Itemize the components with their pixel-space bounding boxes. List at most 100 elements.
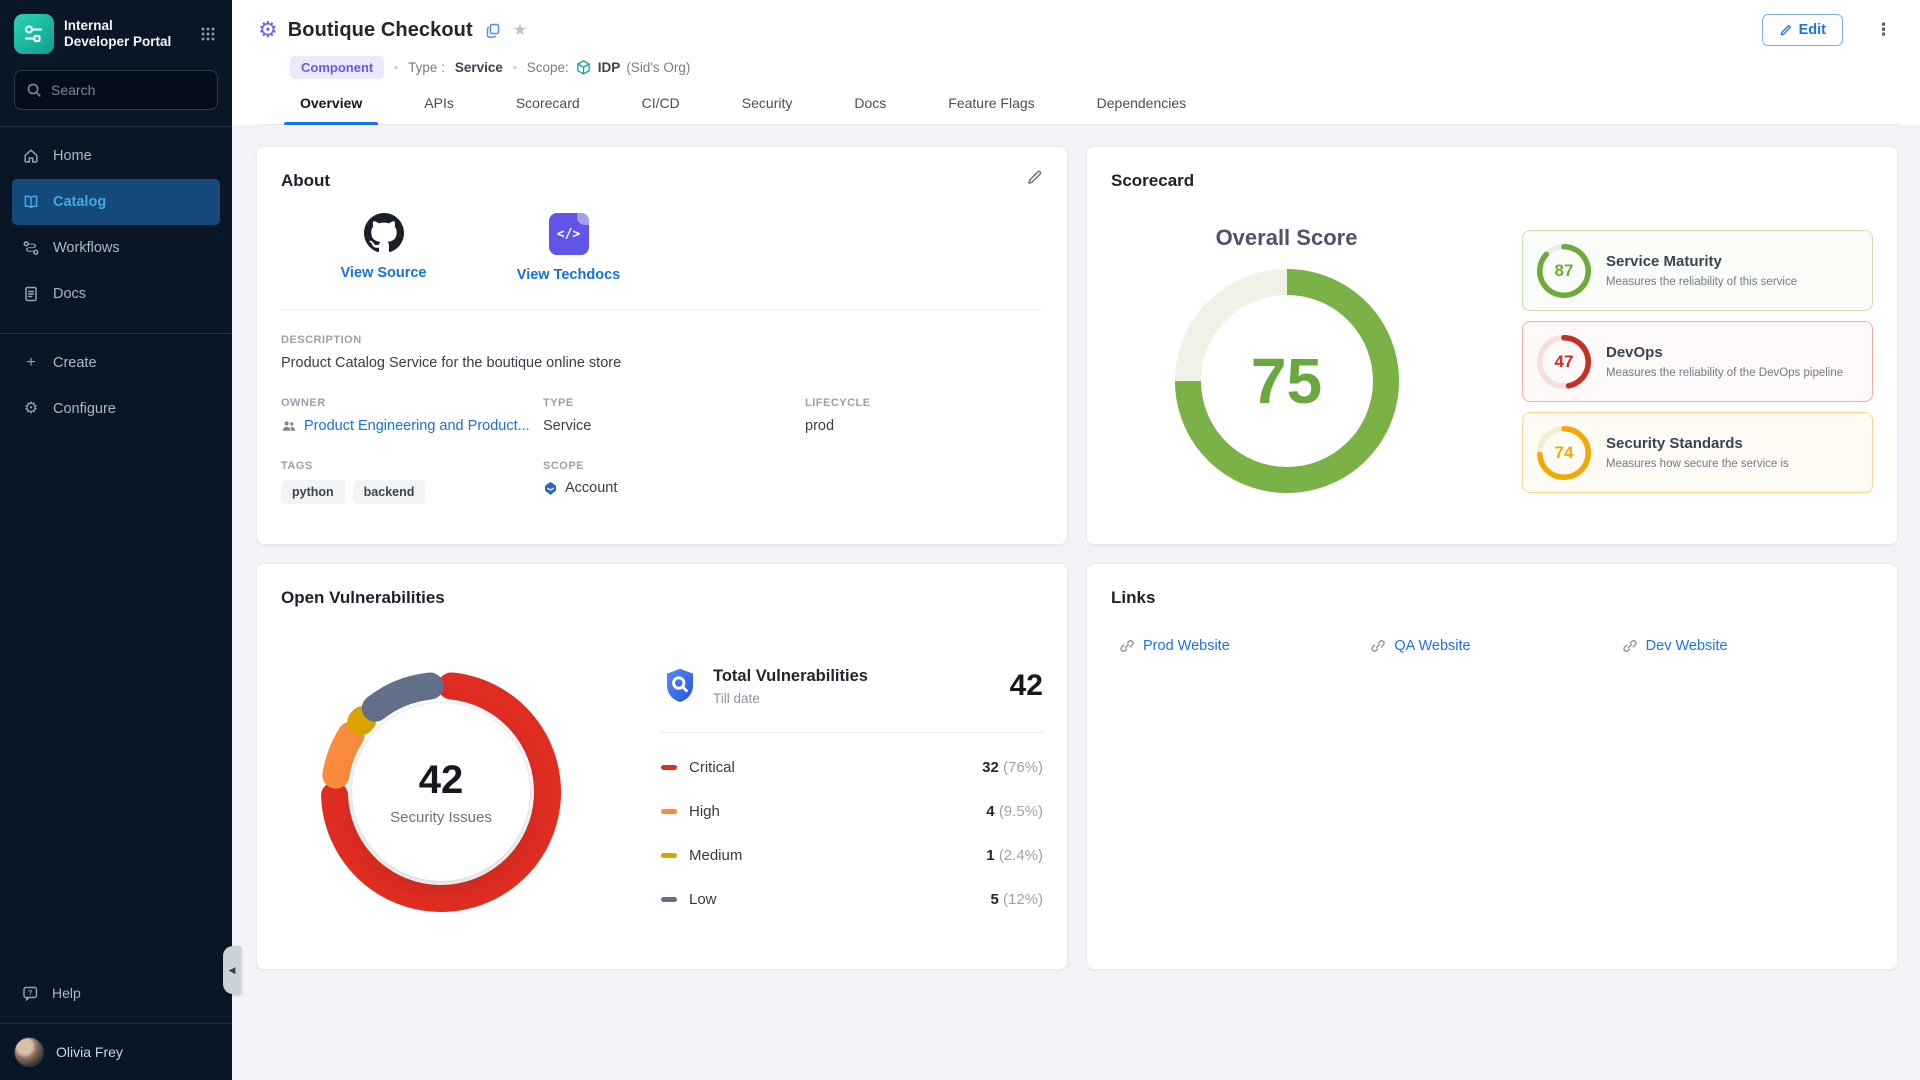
till-date-subtitle: Till date bbox=[713, 691, 996, 706]
sidebar-nav: Home Catalog Workflows bbox=[0, 133, 232, 317]
severity-row-medium: Medium 1 (2.4%) bbox=[661, 833, 1043, 877]
score-description: Measures the reliability of the DevOps p… bbox=[1606, 367, 1843, 379]
link-chain-icon bbox=[1119, 638, 1135, 654]
tab-scorecard[interactable]: Scorecard bbox=[500, 95, 596, 124]
sidebar-item-catalog[interactable]: Catalog bbox=[12, 179, 220, 225]
github-icon bbox=[364, 213, 404, 253]
scorecard-title: Scorecard bbox=[1111, 171, 1873, 191]
links-card: Links Prod Website bbox=[1086, 563, 1898, 970]
sidebar-item-create[interactable]: + Create bbox=[12, 340, 220, 386]
lifecycle-value: prod bbox=[805, 418, 1043, 434]
help-chat-icon: ? bbox=[22, 985, 39, 1002]
score-box-security-standards[interactable]: 74 Security Standards Measures how secur… bbox=[1522, 412, 1873, 493]
search-input[interactable] bbox=[51, 82, 206, 98]
tab-apis[interactable]: APIs bbox=[408, 95, 470, 124]
sidebar-item-label: Create bbox=[53, 355, 97, 371]
account-scope-icon bbox=[543, 481, 558, 496]
link-dev-website[interactable]: Dev Website bbox=[1622, 638, 1873, 654]
entity-header: ⚙ Boutique Checkout ★ Edit bbox=[232, 0, 1920, 125]
sidebar-item-configure[interactable]: ⚙ Configure bbox=[12, 386, 220, 432]
link-label: QA Website bbox=[1394, 638, 1470, 654]
tab-dependencies[interactable]: Dependencies bbox=[1081, 95, 1203, 124]
severity-row-high: High 4 (9.5%) bbox=[661, 789, 1043, 833]
gear-icon: ⚙ bbox=[22, 401, 40, 417]
score-name: Security Standards bbox=[1606, 435, 1789, 452]
type-value: Service bbox=[455, 60, 503, 75]
sidebar-divider bbox=[0, 126, 232, 127]
view-techdocs-link[interactable]: </> View Techdocs bbox=[496, 213, 641, 283]
tab-overview[interactable]: Overview bbox=[284, 95, 378, 124]
tab-docs[interactable]: Docs bbox=[838, 95, 902, 124]
sidebar-collapse-handle[interactable]: ◀ bbox=[223, 946, 241, 994]
view-source-link[interactable]: View Source bbox=[311, 213, 456, 283]
score-box-service-maturity[interactable]: 87 Service Maturity Measures the reliabi… bbox=[1522, 230, 1873, 311]
score-box-devops[interactable]: 47 DevOps Measures the reliability of th… bbox=[1522, 321, 1873, 402]
sidebar-item-workflows[interactable]: Workflows bbox=[12, 225, 220, 271]
sidebar-item-home[interactable]: Home bbox=[12, 133, 220, 179]
component-gear-icon: ⚙ bbox=[258, 19, 278, 41]
sidebar-item-label: Workflows bbox=[53, 240, 120, 256]
scope-value: Account bbox=[543, 480, 805, 496]
owner-link[interactable]: Product Engineering and Product... bbox=[281, 418, 543, 434]
header-actions: Edit ⋮ bbox=[1762, 14, 1898, 46]
group-icon bbox=[281, 418, 297, 434]
user-menu[interactable]: Olivia Frey bbox=[0, 1024, 232, 1080]
idp-logo-icon bbox=[14, 14, 54, 54]
sidebar: Internal Developer Portal bbox=[0, 0, 232, 1080]
vulnerabilities-card: Open Vulnerabilities 42 Security Issues bbox=[256, 563, 1068, 970]
about-meta-grid: OWNER Product Engineering and Product... bbox=[281, 397, 1043, 504]
tag-chip[interactable]: python bbox=[281, 480, 345, 504]
user-name: Olivia Frey bbox=[56, 1044, 123, 1060]
total-vulnerabilities-title: Total Vulnerabilities bbox=[713, 667, 996, 686]
link-prod-website[interactable]: Prod Website bbox=[1119, 638, 1370, 654]
tab-feature-flags[interactable]: Feature Flags bbox=[932, 95, 1050, 124]
link-qa-website[interactable]: QA Website bbox=[1370, 638, 1621, 654]
sidebar-item-label: Catalog bbox=[53, 194, 106, 210]
sidebar-footer: ? Help Olivia Frey bbox=[0, 971, 232, 1080]
apps-grid-icon[interactable] bbox=[198, 24, 218, 44]
tab-security[interactable]: Security bbox=[726, 95, 809, 124]
page-title: Boutique Checkout bbox=[288, 19, 473, 42]
favorite-star-icon[interactable]: ★ bbox=[513, 20, 527, 40]
copy-icon[interactable] bbox=[485, 22, 501, 38]
app-title: Internal Developer Portal bbox=[64, 18, 198, 50]
vulnerabilities-body: 42 Security Issues bbox=[281, 608, 1043, 921]
shield-search-icon bbox=[661, 666, 699, 706]
vulnerabilities-title: Open Vulnerabilities bbox=[281, 588, 1043, 608]
plus-icon: + bbox=[22, 355, 40, 371]
security-issues-label: Security Issues bbox=[390, 809, 492, 826]
app-root: Internal Developer Portal bbox=[0, 0, 1920, 1080]
link-label: Dev Website bbox=[1646, 638, 1728, 654]
main-area: ⚙ Boutique Checkout ★ Edit bbox=[232, 0, 1920, 1080]
tag-chip[interactable]: backend bbox=[353, 480, 426, 504]
lifecycle-field: LIFECYCLE prod bbox=[805, 397, 1043, 434]
description-value: Product Catalog Service for the boutique… bbox=[281, 355, 1043, 371]
score-description: Measures how secure the service is bbox=[1606, 458, 1789, 470]
edit-button[interactable]: Edit bbox=[1762, 14, 1843, 46]
vulnerabilities-summary-panel: Total Vulnerabilities Till date 42 Criti… bbox=[661, 666, 1043, 921]
svg-text:?: ? bbox=[28, 988, 33, 997]
scorecard-card: Scorecard Overall Score 75 87 bbox=[1086, 146, 1898, 545]
severity-row-critical: Critical 32 (76%) bbox=[661, 745, 1043, 789]
links-title: Links bbox=[1111, 588, 1873, 608]
sidebar-divider bbox=[0, 333, 232, 334]
sidebar-item-docs[interactable]: Docs bbox=[12, 271, 220, 317]
dot-separator: • bbox=[394, 62, 398, 74]
sidebar-search[interactable] bbox=[14, 70, 218, 110]
about-edit-pencil-icon[interactable] bbox=[1026, 169, 1043, 186]
scope-name: IDP bbox=[598, 60, 621, 75]
low-dash-icon bbox=[661, 897, 677, 902]
sidebar-item-label: Configure bbox=[53, 401, 116, 417]
sidebar-actions: + Create ⚙ Configure bbox=[0, 340, 232, 432]
search-icon bbox=[26, 82, 42, 98]
tab-bar: Overview APIs Scorecard CI/CD Security D… bbox=[258, 95, 1898, 125]
tab-cicd[interactable]: CI/CD bbox=[626, 95, 696, 124]
help-button[interactable]: ? Help bbox=[0, 971, 232, 1015]
more-options-kebab-icon[interactable]: ⋮ bbox=[1869, 20, 1898, 40]
dot-separator: • bbox=[513, 62, 517, 74]
links-row: Prod Website QA Website bbox=[1111, 638, 1873, 654]
tag-chips: python backend bbox=[281, 480, 543, 504]
view-source-label: View Source bbox=[341, 265, 427, 281]
entity-meta: Component • Type : Service • Scope: IDP … bbox=[290, 56, 1898, 79]
score-list: 87 Service Maturity Measures the reliabi… bbox=[1522, 230, 1873, 493]
